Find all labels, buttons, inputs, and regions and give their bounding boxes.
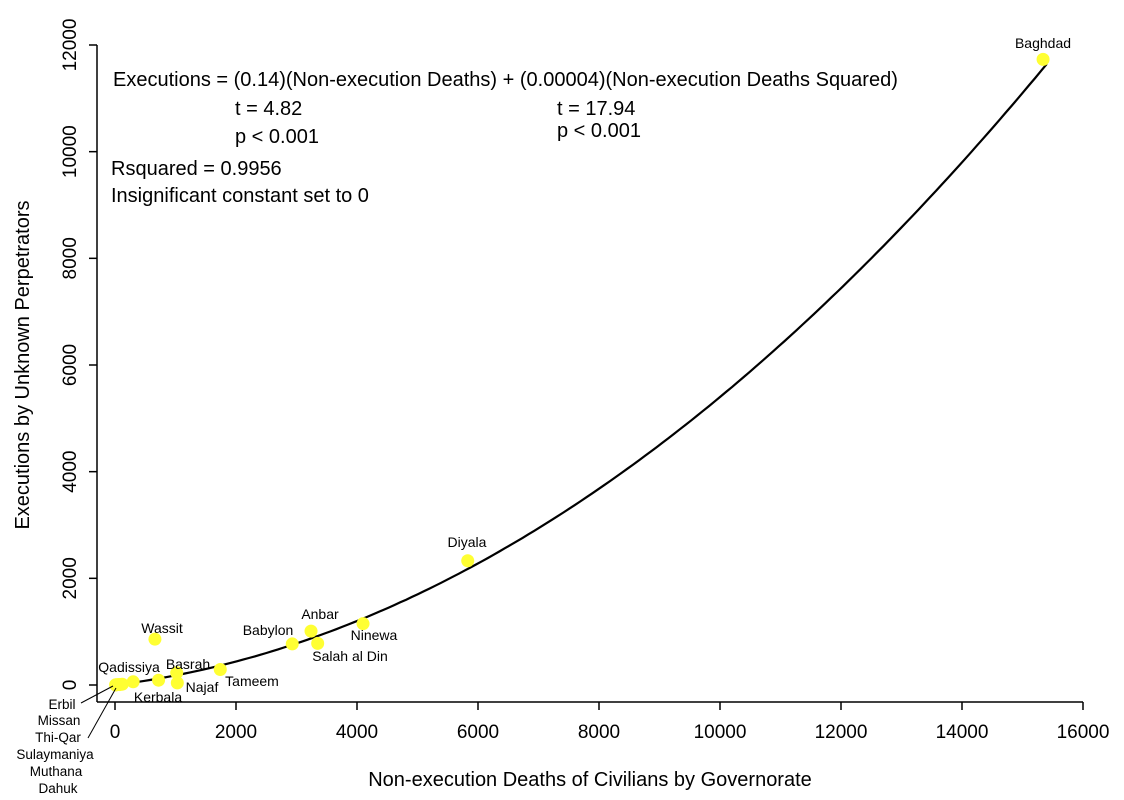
point-label-diyala: Diyala [448, 534, 487, 550]
x-axis-title: Non-execution Deaths of Civilians by Gov… [368, 769, 812, 791]
axes [96, 45, 1083, 703]
point-wassit [148, 632, 162, 646]
point-label-najaf: Najaf [186, 679, 219, 695]
x-axis-ticks: 0 2000 4000 6000 8000 10000 12000 14000 16000 [110, 702, 1110, 743]
point-label-baghdad: Baghdad [1015, 35, 1071, 51]
p-value-linear: p < 0.001 [235, 126, 319, 148]
leader-line [80, 685, 114, 704]
rsquared-text: Rsquared = 0.9956 [111, 158, 282, 180]
y-tick-label: 12000 [60, 19, 81, 72]
leader-line [87, 687, 117, 739]
point-label-ninewa: Ninewa [351, 627, 398, 643]
x-tick-label: 16000 [1057, 722, 1110, 743]
point-label-anbar: Anbar [301, 606, 339, 622]
point-label-thi-qar: Thi-Qar [35, 730, 81, 745]
y-tick-label: 0 [60, 680, 81, 691]
label-leader-lines [80, 685, 117, 739]
point-dahuk [109, 678, 123, 692]
point-label-sulaymaniya: Sulaymaniya [16, 747, 94, 762]
point-babylon [285, 637, 299, 651]
y-tick-label: 4000 [60, 451, 81, 493]
constant-note: Insignificant constant set to 0 [111, 185, 369, 207]
t-value-quadratic: t = 17.94 [557, 98, 635, 120]
point-qadissiya [126, 675, 140, 689]
y-tick-label: 10000 [60, 125, 81, 178]
point-labels: Baghdad Diyala Ninewa Anbar Salah al Din Baby… [16, 35, 1071, 796]
point-salah-al-din [311, 636, 325, 650]
point-label-dahuk: Dahuk [38, 781, 77, 796]
point-tameem [213, 663, 227, 677]
point-ninewa [356, 617, 370, 631]
point-basrah [170, 666, 184, 680]
point-label-salah-al-din: Salah al Din [312, 648, 388, 664]
regression-curve [114, 63, 1048, 687]
point-anbar [304, 624, 318, 638]
point-diyala [461, 554, 475, 568]
point-label-erbil: Erbil [48, 697, 75, 712]
point-label-basrah: Basrah [166, 656, 210, 672]
point-label-babylon: Babylon [243, 622, 294, 638]
t-value-linear: t = 4.82 [235, 98, 302, 120]
y-tick-label: 8000 [60, 237, 81, 279]
x-tick-label: 14000 [936, 722, 989, 743]
x-tick-label: 4000 [336, 722, 378, 743]
point-label-qadissiya: Qadissiya [98, 659, 160, 675]
point-najaf [170, 676, 184, 690]
point-label-kerbala: Kerbala [134, 689, 182, 705]
x-tick-label: 8000 [578, 722, 620, 743]
x-tick-label: 6000 [457, 722, 499, 743]
point-kerbala [152, 673, 166, 687]
point-label-missan: Missan [38, 713, 81, 728]
y-axis-title: Executions by Unknown Perpetrators [12, 200, 34, 529]
p-value-quadratic: p < 0.001 [557, 120, 641, 142]
point-label-wassit: Wassit [141, 620, 183, 636]
data-points [109, 52, 1050, 692]
y-tick-label: 2000 [60, 557, 81, 599]
x-tick-label: 10000 [694, 722, 747, 743]
x-tick-label: 12000 [815, 722, 868, 743]
x-tick-label: 0 [110, 722, 121, 743]
point-baghdad [1036, 52, 1050, 66]
point-label-muthana: Muthana [30, 764, 83, 779]
x-tick-label: 2000 [215, 722, 257, 743]
y-axis-ticks: 0 2000 4000 6000 8000 10000 12000 [60, 19, 97, 691]
y-tick-label: 6000 [60, 344, 81, 386]
equation-text: Executions = (0.14)(Non-execution Deaths… [113, 69, 898, 91]
point-label-tameem: Tameem [225, 673, 279, 689]
